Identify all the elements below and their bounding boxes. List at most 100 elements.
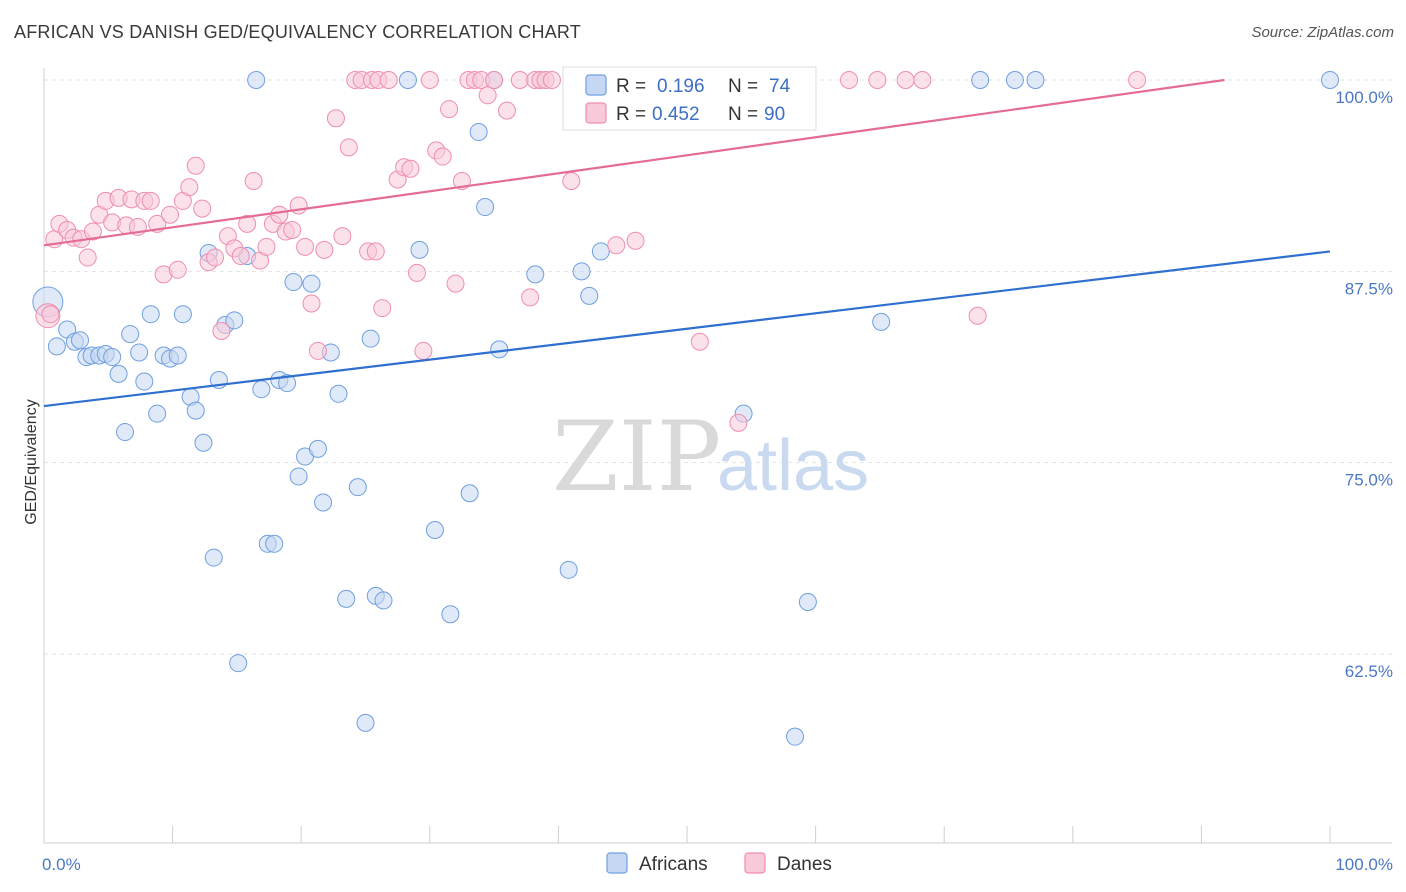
point-africans-63 (580, 286, 599, 305)
trend-line-danes (43, 78, 1225, 247)
point-africans-67 (786, 727, 805, 746)
point-danes-45 (326, 109, 345, 128)
point-danes-74 (521, 288, 540, 307)
point-africans-47 (356, 713, 375, 732)
chart-title: AFRICAN VS DANISH GED/EQUIVALENCY CORREL… (14, 22, 581, 42)
point-danes-25 (193, 199, 212, 218)
point-africans-71 (1005, 71, 1024, 89)
y-tick-label-0: 100.0% (1335, 88, 1393, 107)
point-africans-44 (329, 384, 348, 403)
point-danes-31 (231, 247, 250, 266)
point-africans-55 (460, 484, 479, 503)
watermark: ZIP atlas (552, 401, 869, 513)
point-danes-87 (913, 71, 932, 89)
point-africans-64 (591, 242, 610, 261)
point-africans-1 (47, 337, 66, 356)
point-africans-36 (278, 374, 297, 393)
bottom-legend-swatch-africans (606, 852, 628, 874)
y-axis-label: GED/Equivalency (23, 399, 40, 524)
point-danes-89 (1128, 71, 1147, 89)
point-africans-46 (348, 478, 367, 497)
point-africans-22 (186, 401, 205, 420)
x-tick-label-0: 0.0% (42, 855, 81, 874)
source-credit: Source: ZipAtlas.com (1251, 24, 1394, 41)
point-danes-61 (420, 71, 439, 89)
point-africans-62 (572, 262, 591, 281)
bottom-legend-label-africans: Africans (639, 854, 708, 875)
point-danes-20 (161, 205, 180, 224)
point-danes-1 (41, 305, 60, 324)
watermark-atlas: atlas (717, 426, 869, 506)
bottom-legend-label-danes: Danes (777, 854, 832, 875)
point-africans-37 (284, 273, 303, 292)
point-africans-50 (374, 591, 393, 610)
point-danes-35 (257, 237, 276, 256)
point-danes-33 (244, 172, 263, 191)
point-africans-16 (148, 404, 167, 423)
point-africans-69 (872, 312, 891, 331)
legend-n-value-africans: 74 (769, 76, 791, 97)
point-danes-84 (840, 71, 859, 89)
point-danes-63 (433, 147, 452, 166)
point-africans-61 (559, 560, 578, 579)
point-africans-15 (141, 305, 160, 324)
trend-lines (43, 78, 1331, 408)
point-danes-8 (83, 222, 102, 241)
point-danes-60 (414, 341, 433, 360)
point-danes-59 (407, 263, 426, 282)
point-danes-71 (485, 71, 504, 89)
point-danes-27 (206, 248, 225, 267)
point-africans-31 (247, 71, 266, 89)
point-africans-34 (265, 534, 284, 553)
point-africans-12 (121, 325, 140, 344)
point-africans-32 (252, 380, 271, 399)
point-danes-80 (607, 236, 626, 255)
x-tick-label-1: 100.0% (1335, 855, 1393, 874)
point-danes-17 (141, 191, 160, 210)
point-africans-70 (971, 71, 990, 89)
y-tick-label-2: 75.0% (1345, 471, 1393, 490)
point-africans-14 (135, 372, 154, 391)
legend-r-value-africans: 0.196 (657, 76, 705, 97)
point-africans-10 (109, 364, 128, 383)
point-danes-39 (283, 221, 302, 240)
y-tick-label-1: 87.5% (1345, 279, 1393, 298)
point-africans-23 (194, 433, 213, 452)
legend-r-value-danes: 0.452 (652, 104, 700, 125)
point-danes-85 (868, 71, 887, 89)
point-africans-20 (173, 305, 192, 324)
point-danes-72 (497, 101, 516, 120)
point-danes-78 (542, 71, 561, 89)
point-danes-23 (180, 178, 199, 197)
bottom-legend: Africans Danes (606, 852, 832, 875)
point-danes-81 (626, 231, 645, 250)
point-africans-73 (1321, 71, 1339, 89)
point-africans-9 (103, 348, 122, 367)
point-danes-46 (333, 227, 352, 246)
legend: R = 0.196 N = 74 R = 0.452 N = 90 (562, 66, 817, 131)
point-danes-28 (212, 322, 231, 341)
point-danes-41 (296, 237, 315, 256)
point-danes-47 (339, 138, 358, 157)
point-africans-57 (476, 198, 495, 217)
point-danes-73 (510, 71, 529, 89)
point-danes-58 (401, 159, 420, 178)
legend-n-label-africans: N = (728, 76, 758, 97)
point-danes-54 (373, 299, 392, 318)
point-africans-68 (798, 592, 817, 611)
point-danes-37 (270, 205, 289, 224)
point-danes-55 (379, 71, 398, 89)
point-africans-19 (168, 346, 187, 365)
point-danes-64 (440, 100, 459, 119)
bottom-legend-swatch-danes (744, 852, 766, 874)
legend-n-label-danes: N = (728, 104, 758, 125)
point-africans-53 (425, 521, 444, 540)
point-danes-65 (446, 274, 465, 293)
point-danes-44 (315, 240, 334, 259)
point-danes-83 (729, 413, 748, 432)
point-danes-52 (366, 242, 385, 261)
point-danes-24 (186, 156, 205, 175)
point-danes-88 (968, 306, 987, 325)
point-africans-72 (1026, 71, 1045, 89)
point-africans-52 (410, 240, 429, 259)
